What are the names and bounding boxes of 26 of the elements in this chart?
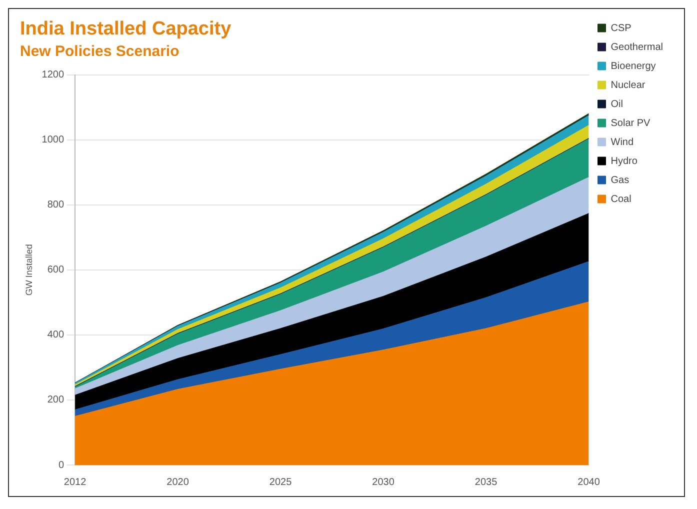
chart-title: India Installed Capacity [20,18,232,40]
legend-label: Oil [610,98,623,110]
legend-label: Coal [610,194,632,205]
x-tick-label: 2020 [166,476,190,488]
x-tick-label: 2030 [372,476,395,488]
y-tick-label: 400 [47,330,64,341]
legend-label: CSP [610,22,632,34]
y-tick-label: 200 [47,394,64,406]
x-tick-label: 2012 [64,476,87,488]
x-tick-label: 2035 [474,476,498,488]
y-axis-title: GW Installed [24,244,34,296]
legend-label: Gas [610,174,630,186]
y-tick-label: 600 [47,264,64,276]
legend-label: Nuclear [610,80,646,91]
y-tick-label: 800 [47,200,64,211]
legend-label: Wind [610,136,634,148]
x-tick-label: 2040 [578,476,600,488]
x-tick-label: 2025 [269,476,292,488]
legend-label: Solar PV [610,118,651,129]
y-tick-label: 1200 [42,70,64,81]
legend-label: Bioenergy [610,60,656,72]
chart-subtitle: New Policies Scenario [20,42,180,60]
y-tick-label: 1000 [42,134,64,146]
legend-label: Geothermal [610,42,664,53]
legend-label: Hydro [610,156,638,167]
y-tick-label: 0 [58,460,64,471]
